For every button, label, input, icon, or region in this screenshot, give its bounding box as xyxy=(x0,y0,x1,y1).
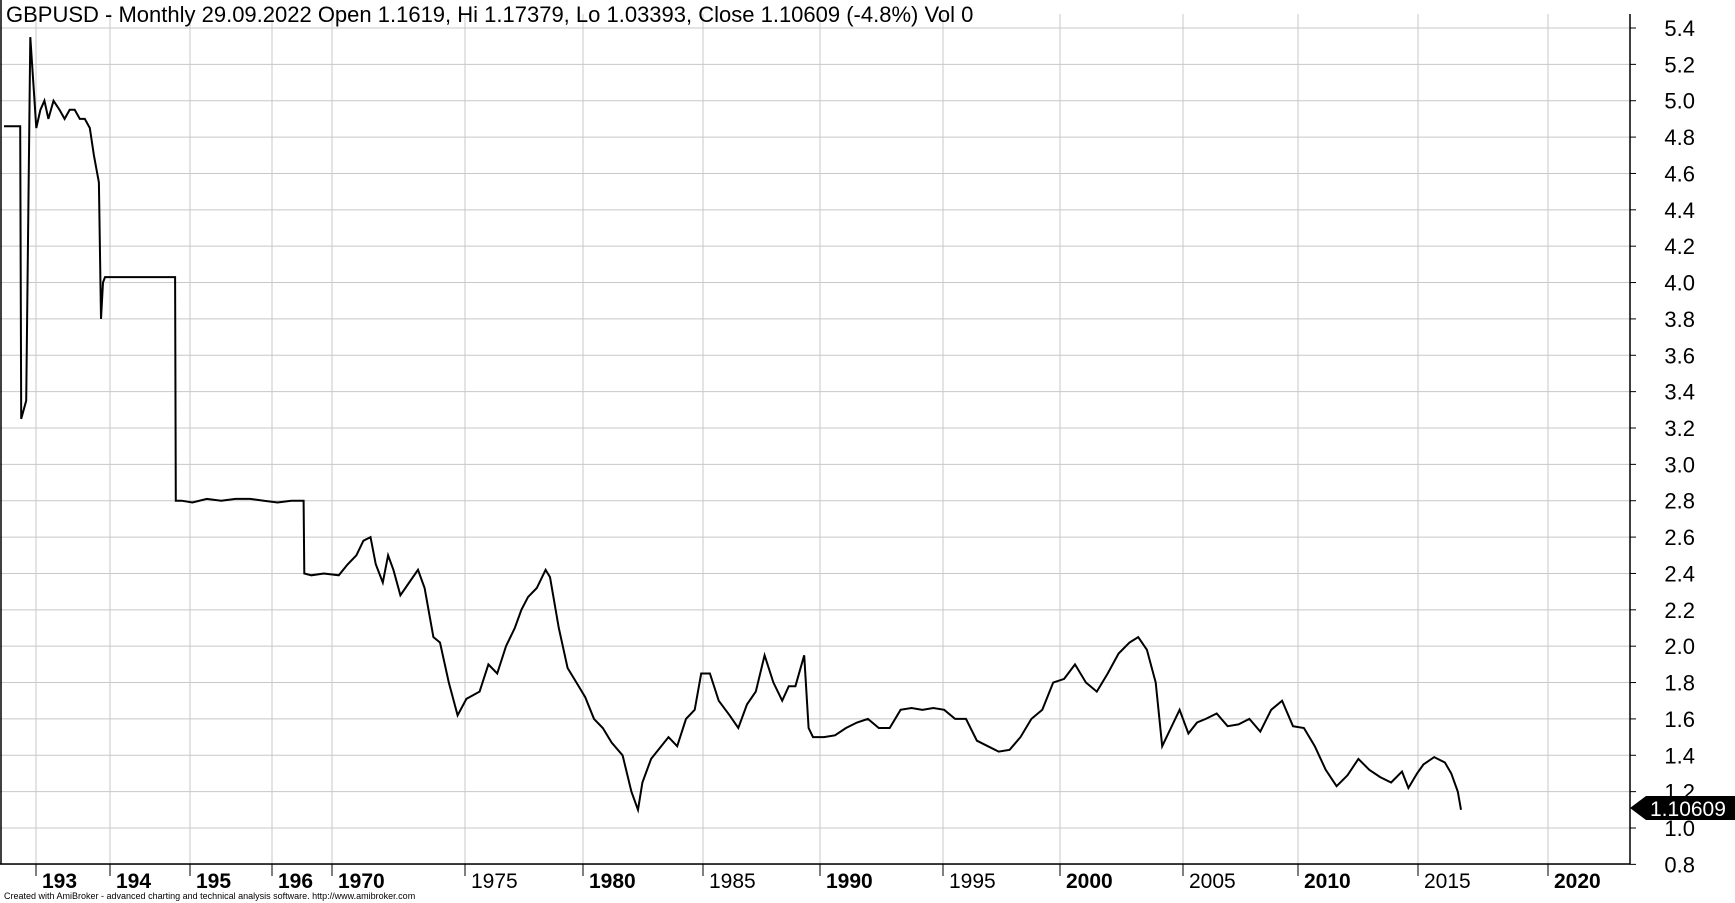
y-tick-label: 2.0 xyxy=(1664,634,1695,659)
y-tick-label: 1.4 xyxy=(1664,743,1695,768)
y-tick-label: 2.8 xyxy=(1664,489,1695,514)
y-tick-label: 4.8 xyxy=(1664,125,1695,150)
x-tick-label: 1990 xyxy=(826,870,873,893)
last-value-label: 1.10609 xyxy=(1650,798,1726,821)
x-tick-label: 2015 xyxy=(1424,870,1471,893)
y-tick-label: 3.6 xyxy=(1664,343,1695,368)
y-tick-label: 5.0 xyxy=(1664,89,1695,114)
x-tick-label: 1980 xyxy=(589,870,636,893)
y-tick-label: 5.4 xyxy=(1664,16,1695,41)
grid-lines xyxy=(0,14,1630,865)
y-tick-label: 1.6 xyxy=(1664,707,1695,732)
x-tick-label: 1985 xyxy=(709,870,756,893)
x-tick-label: 195 xyxy=(196,870,231,893)
y-tick-label: 3.0 xyxy=(1664,452,1695,477)
y-tick-label: 4.2 xyxy=(1664,234,1695,259)
y-tick-label: 2.4 xyxy=(1664,561,1695,586)
chart-title: GBPUSD - Monthly 29.09.2022 Open 1.1619,… xyxy=(6,2,973,27)
y-tick-label: 3.2 xyxy=(1664,416,1695,441)
y-tick-labels: 0.81.01.21.41.61.82.02.22.42.62.83.03.23… xyxy=(1630,16,1695,877)
x-tick-label: 193 xyxy=(42,870,77,893)
price-series-line xyxy=(4,37,1462,814)
x-tick-label: 2010 xyxy=(1304,870,1351,893)
y-tick-label: 5.2 xyxy=(1664,52,1695,77)
last-value-badge: 1.10609 xyxy=(1630,796,1735,821)
x-tick-label: 2020 xyxy=(1554,870,1601,893)
y-tick-label: 3.4 xyxy=(1664,380,1695,405)
x-tick-label: 196 xyxy=(278,870,313,893)
x-tick-label: 2000 xyxy=(1066,870,1113,893)
y-tick-label: 3.8 xyxy=(1664,307,1695,332)
x-tick-label: 1970 xyxy=(338,870,385,893)
last-value-badge-shape xyxy=(1630,796,1735,820)
x-tick-label: 1975 xyxy=(471,870,518,893)
x-tick-labels: 193 194 195 196 1970 1975 1980 1985 1990 1995 2000… xyxy=(35,864,1601,893)
y-tick-label: 0.8 xyxy=(1664,852,1695,877)
y-tick-label: 4.6 xyxy=(1664,161,1695,186)
x-tick-label: 1995 xyxy=(949,870,996,893)
y-tick-label: 2.2 xyxy=(1664,598,1695,623)
y-tick-label: 4.0 xyxy=(1664,271,1695,296)
footer-credit: Created with AmiBroker - advanced charti… xyxy=(4,891,415,901)
x-tick-label: 2005 xyxy=(1189,870,1236,893)
y-tick-label: 2.6 xyxy=(1664,525,1695,550)
y-tick-label: 4.4 xyxy=(1664,198,1695,223)
x-tick-label: 194 xyxy=(116,870,151,893)
y-tick-label: 1.0 xyxy=(1664,816,1695,841)
y-tick-label: 1.8 xyxy=(1664,671,1695,696)
